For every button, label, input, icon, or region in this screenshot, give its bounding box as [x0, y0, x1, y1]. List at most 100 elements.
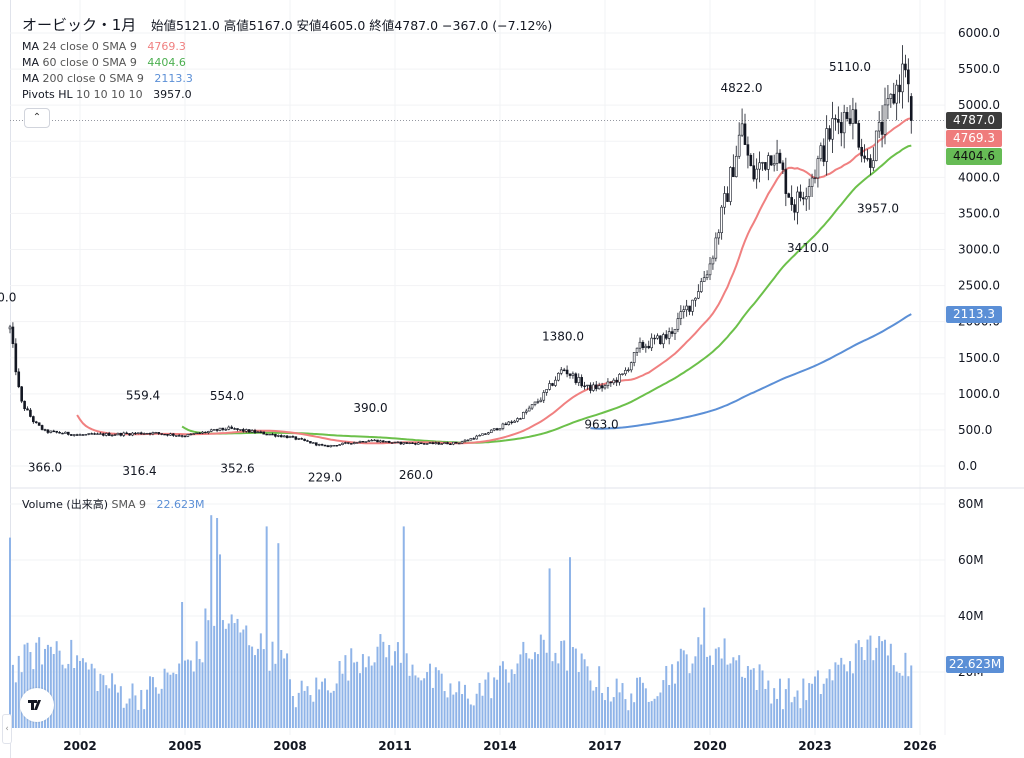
candle-up [527, 407, 531, 412]
collapse-legend-button[interactable]: ⌃ [24, 108, 50, 128]
volume-bar [189, 660, 192, 728]
candle-down [431, 442, 435, 444]
volume-bar [394, 651, 396, 728]
volume-bar [650, 701, 653, 728]
candle-up [84, 434, 88, 436]
candle-up [352, 442, 356, 444]
legend-ma200[interactable]: MA 200 close 0 SMA 9 2113.3 [22, 72, 193, 85]
candle-down [247, 429, 251, 433]
volume-bar [242, 629, 245, 728]
candle-down [565, 369, 569, 375]
candle-down [909, 96, 913, 121]
volume-bar [814, 676, 816, 728]
candle-up [142, 433, 146, 435]
time-tick-label: 2020 [693, 739, 726, 753]
volume-bar [790, 702, 793, 728]
ohlc-readout: 始値5121.0 高値5167.0 安値4605.0 終値4787.0 −367… [151, 18, 553, 33]
candle-down [781, 162, 785, 170]
candle-up [542, 392, 546, 401]
tradingview-logo[interactable] [20, 688, 54, 722]
candle-up [603, 385, 607, 389]
candle-up [207, 431, 210, 433]
volume-bar [195, 641, 198, 728]
candle-up [676, 318, 680, 330]
volume-bar [449, 683, 452, 728]
expand-sidebar-handle[interactable]: ‹ [2, 714, 12, 744]
candle-down [746, 144, 750, 156]
candle-down [749, 154, 753, 166]
volume-bar [612, 697, 615, 728]
candle-up [874, 130, 878, 161]
time-tick-label: 2008 [273, 739, 306, 753]
volume-bar [306, 686, 309, 728]
volume-bar [382, 641, 385, 728]
volume-bar [857, 640, 860, 728]
candle-down [61, 432, 64, 435]
volume-bar [461, 694, 464, 728]
candle-up [384, 440, 388, 443]
volume-bar [286, 653, 289, 728]
candle-down [17, 371, 21, 388]
volume-bar [93, 668, 96, 728]
volume-bar [679, 648, 682, 728]
candle-up [212, 429, 216, 431]
candle-down [641, 341, 645, 349]
volume-bar [96, 691, 99, 728]
candle-up [402, 442, 406, 445]
volume-bar [516, 663, 519, 728]
candle-up [557, 372, 560, 381]
candle-up [481, 433, 484, 436]
candle-down [664, 334, 668, 339]
volume-bar [717, 647, 720, 728]
legend-ma60[interactable]: MA 60 close 0 SMA 9 4404.6 [22, 56, 186, 69]
candle-up [533, 401, 537, 405]
candle-up [872, 160, 875, 168]
candle-down [880, 121, 884, 135]
candle-up [367, 440, 371, 442]
volume-bar [213, 625, 216, 728]
candle-up [297, 438, 301, 440]
volume-bar [849, 661, 851, 728]
volume-bar [688, 673, 691, 728]
candle-down [907, 69, 910, 85]
volume-bar [863, 660, 866, 728]
candle-down [259, 431, 263, 434]
volume-bar [376, 646, 379, 728]
candle-down [46, 429, 50, 433]
candle-up [475, 435, 478, 440]
symbol-name[interactable]: オービック・1月 [22, 16, 137, 34]
candle-down [484, 433, 487, 435]
volume-bar [884, 639, 886, 728]
volume-bar [274, 663, 277, 728]
volume-bar [636, 677, 639, 728]
volume-bar [746, 666, 749, 728]
volume-bar [361, 654, 364, 728]
ma60-badge: 4404.6 [946, 148, 1002, 165]
candle-up [697, 291, 700, 299]
candle-up [268, 433, 271, 436]
candle-down [32, 416, 35, 423]
candle-down [382, 440, 385, 443]
legend-ma24[interactable]: MA 24 close 0 SMA 9 4769.3 [22, 40, 186, 53]
volume-bar [633, 702, 636, 728]
volume-bar [621, 683, 624, 728]
candle-up [889, 93, 893, 99]
volume-bar [370, 665, 373, 728]
chart-frame [10, 0, 1024, 758]
candle-up [457, 442, 461, 445]
volume-bar [811, 683, 814, 728]
volume-bar [102, 675, 105, 728]
volume-bar [869, 635, 872, 728]
candle-up [393, 441, 397, 444]
volume-bar [38, 637, 41, 728]
legend-volume[interactable]: Volume (出来高) SMA 9 22.623M [22, 498, 205, 511]
volume-tick-label: 80M [958, 497, 984, 511]
volume-bar [44, 648, 46, 728]
price-tick-label: 500.0 [958, 423, 992, 437]
candle-down [34, 421, 38, 424]
volume-bar [70, 639, 73, 728]
volume-bar [691, 663, 694, 728]
candle-up [312, 442, 315, 444]
legend-pivots[interactable]: Pivots HL 10 10 10 10 3957.0 [22, 88, 192, 101]
